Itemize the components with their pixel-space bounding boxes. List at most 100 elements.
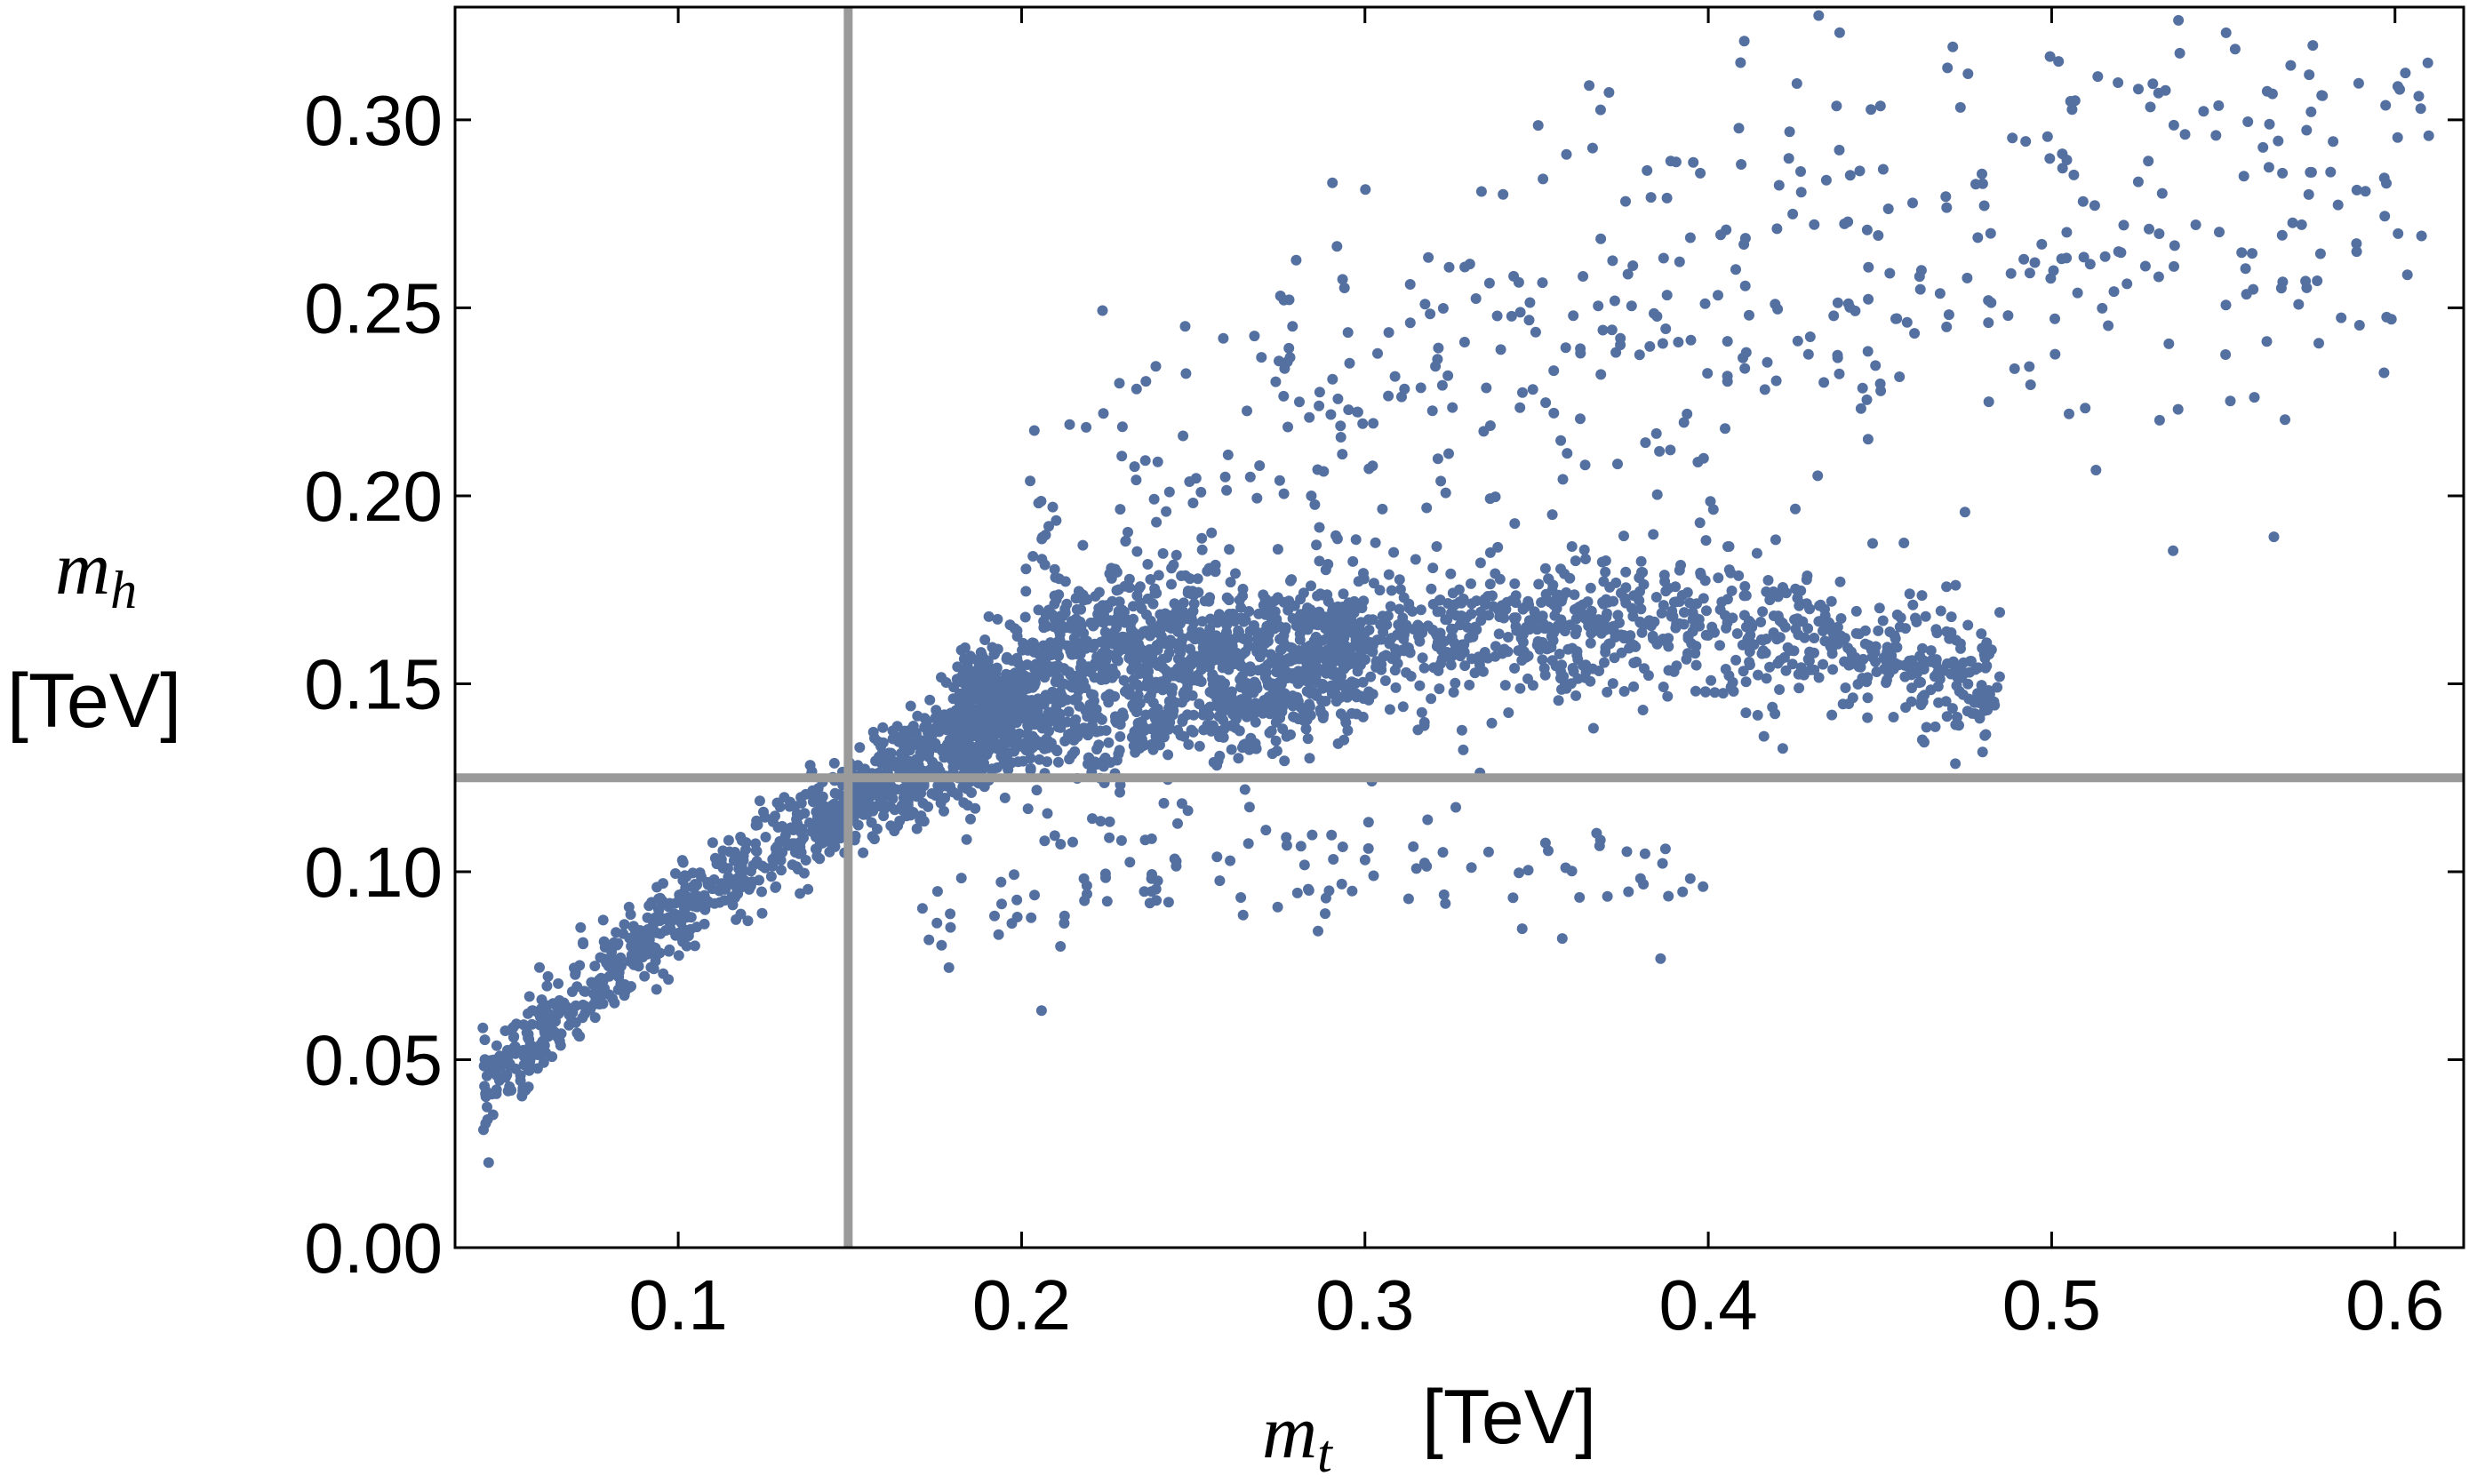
data-point bbox=[1141, 609, 1152, 620]
data-point bbox=[1962, 272, 1973, 283]
data-point bbox=[1350, 534, 1362, 546]
data-point bbox=[1809, 633, 1820, 643]
data-point bbox=[1009, 746, 1019, 757]
data-point bbox=[1210, 566, 1221, 578]
data-point bbox=[1268, 618, 1279, 629]
data-point bbox=[1222, 449, 1234, 460]
data-point bbox=[1049, 830, 1060, 842]
data-point bbox=[1578, 271, 1589, 282]
data-point bbox=[1256, 352, 1267, 363]
data-point bbox=[1684, 232, 1696, 243]
data-point bbox=[1578, 660, 1589, 671]
data-point bbox=[984, 706, 995, 717]
data-point bbox=[1134, 581, 1146, 593]
data-point bbox=[1042, 808, 1053, 819]
data-point bbox=[1318, 709, 1330, 721]
data-point bbox=[1316, 649, 1328, 659]
data-point bbox=[1965, 656, 1977, 666]
data-point bbox=[1377, 610, 1388, 622]
data-point bbox=[1863, 640, 1874, 651]
data-point bbox=[1040, 530, 1051, 540]
data-point bbox=[1289, 712, 1300, 723]
data-point bbox=[1182, 805, 1194, 817]
data-point bbox=[1514, 307, 1526, 318]
data-point bbox=[1699, 575, 1711, 586]
data-point bbox=[595, 990, 607, 1001]
data-point bbox=[1436, 379, 1448, 391]
data-point bbox=[658, 878, 668, 890]
data-point bbox=[1270, 735, 1282, 746]
data-point bbox=[1027, 551, 1039, 562]
data-point bbox=[2061, 252, 2073, 264]
data-point bbox=[1016, 695, 1027, 706]
data-point bbox=[1893, 659, 1905, 671]
data-point bbox=[2053, 56, 2065, 68]
data-point bbox=[787, 825, 799, 835]
data-point bbox=[579, 985, 590, 997]
data-point bbox=[527, 1005, 539, 1017]
data-point bbox=[911, 782, 923, 794]
data-point bbox=[1762, 356, 1773, 368]
data-point bbox=[1692, 457, 1704, 467]
data-point bbox=[1136, 716, 1147, 728]
data-point bbox=[1861, 394, 1873, 405]
data-point bbox=[1423, 251, 1434, 263]
data-point bbox=[2325, 166, 2337, 178]
data-point bbox=[2036, 238, 2048, 250]
data-point bbox=[1365, 671, 1377, 682]
data-point bbox=[1983, 396, 1994, 408]
data-point bbox=[1115, 786, 1125, 798]
data-point bbox=[791, 814, 803, 825]
data-point bbox=[1916, 590, 1928, 602]
data-point bbox=[1844, 170, 1856, 181]
data-point bbox=[1224, 544, 1235, 555]
data-point bbox=[1186, 588, 1197, 600]
data-point bbox=[1795, 187, 1807, 198]
data-point bbox=[1773, 180, 1785, 191]
data-point bbox=[992, 762, 1003, 773]
data-point bbox=[908, 725, 920, 737]
data-point bbox=[756, 886, 767, 898]
data-point bbox=[1060, 665, 1072, 676]
data-point bbox=[1022, 803, 1034, 815]
data-point bbox=[2153, 271, 2164, 283]
data-point bbox=[1114, 745, 1125, 756]
data-point bbox=[1415, 382, 1426, 394]
data-point bbox=[1540, 397, 1552, 409]
data-point bbox=[2156, 187, 2168, 199]
data-point bbox=[1440, 487, 1451, 499]
data-point bbox=[2266, 88, 2278, 100]
data-point bbox=[1239, 738, 1250, 750]
data-point bbox=[1695, 167, 1706, 179]
data-point bbox=[1873, 230, 1884, 241]
data-point bbox=[1070, 731, 1082, 743]
data-point bbox=[589, 1012, 601, 1024]
data-point bbox=[1772, 591, 1784, 602]
x-axis-ticks: 0.1 0.2 0.3 0.4 0.5 0.6 bbox=[629, 7, 2444, 1344]
data-point bbox=[1634, 617, 1646, 628]
data-point bbox=[609, 938, 620, 950]
data-point bbox=[2025, 379, 2036, 390]
data-point bbox=[1972, 232, 1984, 243]
data-point bbox=[1064, 680, 1075, 691]
data-point bbox=[597, 914, 609, 926]
data-point bbox=[523, 991, 535, 1002]
data-point bbox=[1983, 317, 1994, 329]
data-point bbox=[852, 779, 864, 791]
data-point bbox=[795, 888, 806, 899]
data-point bbox=[963, 704, 974, 715]
data-point bbox=[1753, 669, 1763, 681]
data-point bbox=[1231, 647, 1242, 658]
data-point bbox=[523, 1065, 535, 1076]
data-point bbox=[1401, 666, 1412, 678]
data-point bbox=[1044, 693, 1056, 705]
data-point bbox=[1569, 589, 1580, 601]
data-point bbox=[1626, 602, 1637, 614]
data-point bbox=[1442, 370, 1454, 381]
data-point bbox=[1619, 593, 1631, 604]
data-point bbox=[1562, 643, 1574, 655]
data-point bbox=[1628, 590, 1640, 602]
data-point bbox=[1086, 641, 1098, 652]
data-point bbox=[861, 791, 873, 802]
data-point bbox=[1410, 554, 1421, 565]
